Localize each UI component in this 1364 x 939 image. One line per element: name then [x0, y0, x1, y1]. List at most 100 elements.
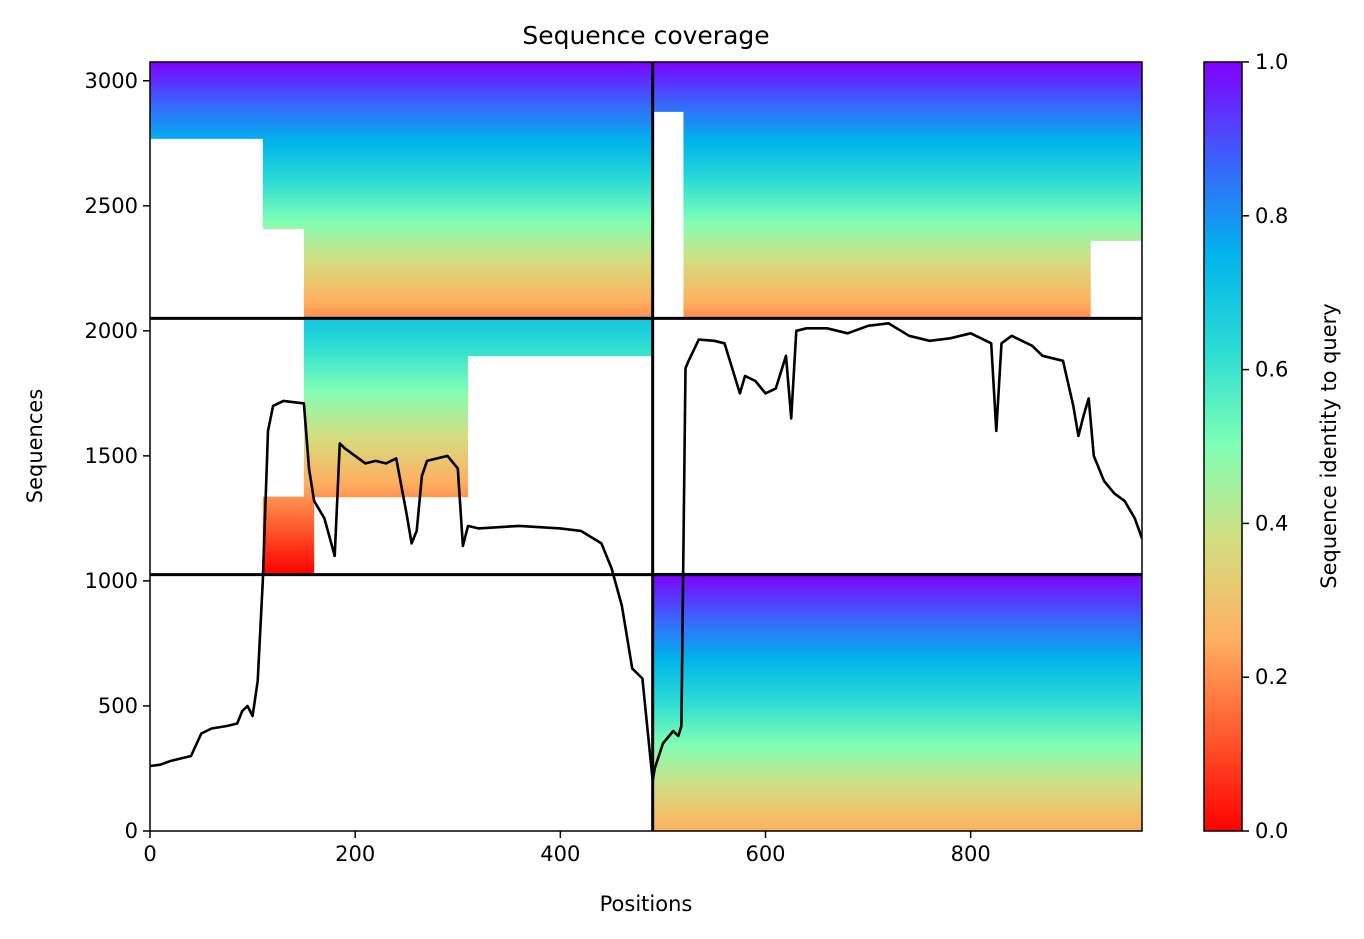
heatmap-row	[652, 605, 1142, 610]
heatmap-row	[652, 743, 1142, 748]
heatmap-row	[652, 671, 1142, 676]
heatmap-row	[683, 129, 1142, 133]
heatmap-row	[683, 123, 1142, 127]
colorbar-tick-label: 1.0	[1255, 50, 1288, 74]
heatmap-row	[652, 72, 1142, 76]
heatmap-row	[303, 264, 653, 268]
heatmap-row	[262, 162, 653, 166]
heatmap-row	[683, 273, 1091, 277]
heatmap-row	[683, 288, 1091, 292]
heatmap-row	[150, 62, 653, 64]
heatmap-row	[303, 285, 653, 289]
heatmap-row	[652, 704, 1142, 709]
heatmap-row	[683, 309, 1091, 313]
heatmap-row	[683, 270, 1091, 274]
heatmap-row	[683, 189, 1142, 193]
coverage-line-group	[150, 321, 1142, 783]
heatmap-row	[303, 288, 653, 292]
heatmap-row	[303, 331, 653, 336]
heatmap-row	[683, 198, 1142, 202]
heatmap-row	[652, 584, 1142, 589]
heatmap-row	[303, 364, 469, 369]
heatmap-row	[150, 102, 653, 106]
heatmap-row	[262, 550, 315, 555]
heatmap-row	[652, 599, 1142, 604]
heatmap-row	[652, 575, 1142, 580]
heatmap-row	[652, 689, 1142, 694]
heatmap-row	[683, 231, 1142, 235]
y-axis: 0 500 1000 1500 2000 2500 3000	[85, 69, 150, 843]
heatmap-row	[262, 559, 315, 564]
heatmap-row	[262, 189, 653, 193]
heatmap-row	[683, 117, 1142, 121]
heatmap-row	[652, 746, 1142, 751]
heatmap-row	[652, 635, 1142, 640]
heatmap-row	[303, 300, 653, 304]
heatmap-row	[303, 337, 653, 342]
heatmap-row	[303, 412, 469, 417]
heatmap-row	[683, 183, 1142, 187]
heatmap-row	[150, 135, 653, 139]
heatmap-row	[262, 216, 653, 220]
heatmap-row	[683, 264, 1091, 268]
heatmap-row	[303, 322, 653, 327]
heatmap-row	[683, 207, 1142, 211]
heatmap-row	[303, 481, 469, 486]
heatmap-row	[262, 180, 653, 184]
heatmap-row	[652, 770, 1142, 775]
heatmap-row	[683, 237, 1142, 241]
y-tick-label: 3000	[85, 69, 138, 93]
heatmap-row	[652, 716, 1142, 721]
heatmap-row	[150, 96, 653, 100]
heatmap-row	[303, 451, 469, 456]
heatmap-row	[303, 439, 469, 444]
heatmap-row	[303, 334, 653, 339]
heatmap-row	[652, 647, 1142, 652]
heatmap-row	[652, 815, 1142, 820]
heatmap-row	[303, 228, 653, 232]
heatmap-row	[262, 174, 653, 178]
heatmap-row	[652, 692, 1142, 697]
heatmap-row	[652, 608, 1142, 613]
heatmap-row	[262, 225, 653, 229]
heatmap-row	[150, 111, 653, 115]
heatmap-row	[652, 78, 1142, 82]
chart-title: Sequence coverage	[522, 21, 769, 50]
heatmap-row	[652, 821, 1142, 826]
heatmap-row	[303, 424, 469, 429]
heatmap-row	[303, 267, 653, 271]
heatmap-row	[652, 626, 1142, 631]
heatmap-row	[262, 553, 315, 558]
heatmap-row	[683, 222, 1142, 226]
heatmap-row	[303, 343, 653, 348]
heatmap-row	[303, 388, 469, 393]
chain-boundaries	[150, 62, 1142, 831]
heatmap-row	[262, 508, 315, 513]
heatmap-row	[683, 141, 1142, 145]
heatmap-row	[262, 150, 653, 154]
heatmap-row	[303, 297, 653, 301]
heatmap-row	[303, 349, 653, 354]
heatmap-row	[652, 602, 1142, 607]
heatmap-row	[683, 225, 1142, 229]
heatmap-row	[303, 406, 469, 411]
heatmap-row	[303, 430, 469, 435]
heatmap-row	[303, 340, 653, 345]
heatmap-row	[303, 246, 653, 250]
heatmap-row	[262, 195, 653, 199]
heatmap-row	[303, 249, 653, 253]
heatmap-row	[262, 541, 315, 546]
heatmap-row	[303, 294, 653, 298]
heatmap-row	[683, 144, 1142, 148]
heatmap-row	[303, 243, 653, 247]
heatmap-row	[652, 87, 1142, 91]
heatmap-row	[652, 740, 1142, 745]
x-axis-label: Positions	[600, 892, 693, 916]
heatmap-row	[652, 581, 1142, 586]
heatmap-row	[652, 722, 1142, 727]
heatmap-row	[303, 409, 469, 414]
heatmap-row	[652, 827, 1142, 831]
heatmap-row	[652, 800, 1142, 805]
heatmap-row	[652, 578, 1142, 583]
heatmap-row	[303, 391, 469, 396]
